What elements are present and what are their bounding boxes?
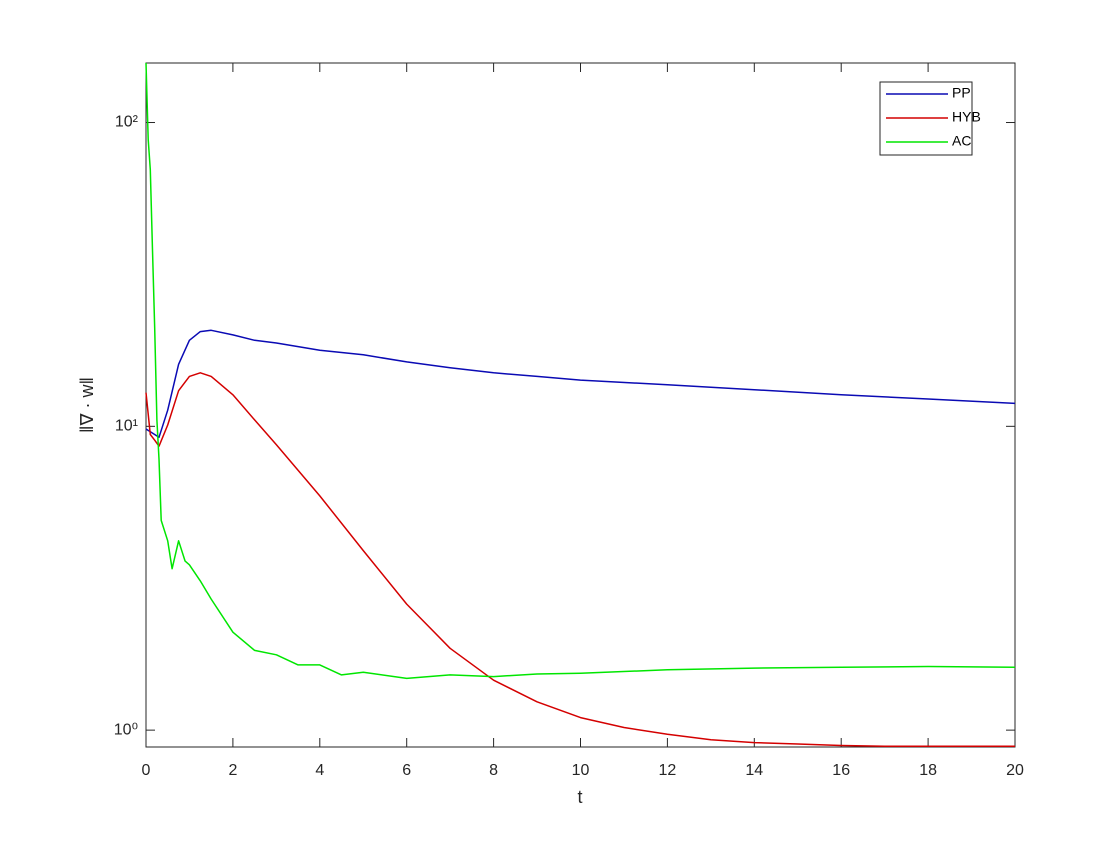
x-tick-label: 4 bbox=[315, 762, 324, 779]
y-axis-label: ‖∇ · w‖ bbox=[77, 377, 97, 433]
x-axis-label: t bbox=[577, 787, 582, 807]
x-tick-label: 10 bbox=[572, 762, 590, 779]
x-tick-label: 0 bbox=[142, 762, 151, 779]
x-tick-label: 6 bbox=[402, 762, 411, 779]
y-tick-label: 10² bbox=[115, 114, 139, 131]
legend-label: PP bbox=[952, 85, 971, 101]
legend-label: AC bbox=[952, 133, 971, 149]
legend-label: HYB bbox=[952, 109, 981, 125]
series-line bbox=[145, 62, 1016, 680]
x-tick-label: 14 bbox=[745, 762, 763, 779]
series-line bbox=[145, 329, 1016, 439]
plot-frame bbox=[145, 62, 1016, 748]
x-tick-label: 12 bbox=[659, 762, 677, 779]
series-line bbox=[145, 372, 1015, 748]
x-tick-label: 16 bbox=[832, 762, 850, 779]
x-tick-label: 18 bbox=[919, 762, 937, 779]
y-tick-label: 10¹ bbox=[115, 418, 138, 435]
y-tick-label: 10⁰ bbox=[114, 721, 138, 738]
x-tick-label: 2 bbox=[228, 762, 237, 779]
x-tick-label: 8 bbox=[489, 762, 498, 779]
x-tick-label: 20 bbox=[1006, 762, 1024, 779]
